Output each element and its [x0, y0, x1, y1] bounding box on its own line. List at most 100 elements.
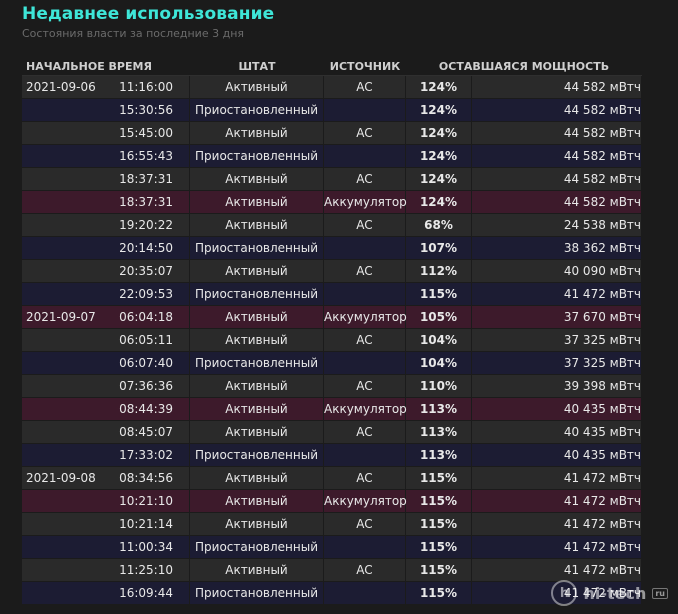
- capacity-cell: 40 435 мВтч: [472, 444, 643, 467]
- table-row: 11:25:10 Активный AC 115% 41 472 мВтч: [22, 559, 643, 582]
- watermark-badge: ru: [652, 587, 668, 599]
- capacity-cell: 41 472 мВтч: [472, 490, 643, 513]
- source-cell: AC: [324, 122, 406, 145]
- time-text: 11:25:10: [119, 563, 173, 577]
- capacity-cell: 44 582 мВтч: [472, 191, 643, 214]
- percent-cell: 115%: [406, 467, 472, 490]
- capacity-cell: 41 472 мВтч: [472, 559, 643, 582]
- capacity-cell: 41 472 мВтч: [472, 513, 643, 536]
- start-time-cell: 11:25:10: [22, 559, 190, 582]
- capacity-cell: 41 472 мВтч: [472, 467, 643, 490]
- column-header-source: ИСТОЧНИК: [324, 58, 406, 76]
- state-cell: Приостановленный: [190, 145, 324, 168]
- state-cell: Активный: [190, 122, 324, 145]
- start-time-cell: 16:55:43: [22, 145, 190, 168]
- percent-cell: 113%: [406, 444, 472, 467]
- table-row: 11:00:34 Приостановленный 115% 41 472 мВтч: [22, 536, 643, 559]
- state-cell: Активный: [190, 306, 324, 329]
- source-cell: AC: [324, 260, 406, 283]
- table-row: 16:55:43 Приостановленный 124% 44 582 мВтч: [22, 145, 643, 168]
- capacity-cell: 44 582 мВтч: [472, 145, 643, 168]
- table-header-row: НАЧАЛЬНОЕ ВРЕМЯ ШТАТ ИСТОЧНИК ОСТАВШАЯСЯ…: [22, 58, 643, 76]
- source-cell: [324, 145, 406, 168]
- percent-cell: 104%: [406, 329, 472, 352]
- state-cell: Активный: [190, 421, 324, 444]
- time-text: 20:14:50: [119, 241, 173, 255]
- state-cell: Приостановленный: [190, 99, 324, 122]
- date-text: 2021-09-08: [26, 471, 96, 485]
- source-cell: [324, 99, 406, 122]
- table-row: 20:14:50 Приостановленный 107% 38 362 мВтч: [22, 237, 643, 260]
- table-row: 2021-09-07 06:04:18 Активный Аккумулятор 105…: [22, 306, 643, 329]
- time-text: 06:07:40: [119, 356, 173, 370]
- state-cell: Активный: [190, 260, 324, 283]
- start-time-cell: 10:21:10: [22, 490, 190, 513]
- table-row: 18:37:31 Активный AC 124% 44 582 мВтч: [22, 168, 643, 191]
- state-cell: Активный: [190, 559, 324, 582]
- capacity-cell: 41 472 мВтч: [472, 283, 643, 306]
- state-cell: Активный: [190, 467, 324, 490]
- state-cell: Активный: [190, 214, 324, 237]
- column-header-remaining-capacity: ОСТАВШАЯСЯ МОЩНОСТЬ: [406, 58, 643, 76]
- source-cell: AC: [324, 421, 406, 444]
- percent-cell: 105%: [406, 306, 472, 329]
- capacity-cell: 37 325 мВтч: [472, 329, 643, 352]
- percent-cell: 110%: [406, 375, 472, 398]
- time-text: 22:09:53: [119, 287, 173, 301]
- table-row: 18:37:31 Активный Аккумулятор 124% 44 582 мВ…: [22, 191, 643, 214]
- date-text: 2021-09-06: [26, 80, 96, 94]
- start-time-cell: 06:07:40: [22, 352, 190, 375]
- source-cell: AC: [324, 168, 406, 191]
- start-time-cell: 18:37:31: [22, 191, 190, 214]
- table-body: 2021-09-06 11:16:00 Активный AC 124% 44 582 м…: [22, 76, 643, 605]
- percent-cell: 113%: [406, 421, 472, 444]
- percent-cell: 124%: [406, 191, 472, 214]
- start-time-cell: 19:20:22: [22, 214, 190, 237]
- time-text: 11:00:34: [119, 540, 173, 554]
- table-row: 10:21:14 Активный AC 115% 41 472 мВтч: [22, 513, 643, 536]
- source-cell: Аккумулятор: [324, 306, 407, 329]
- source-cell: Аккумулятор: [324, 398, 407, 421]
- percent-cell: 115%: [406, 283, 472, 306]
- watermark-text: hi-tech: [583, 583, 647, 603]
- time-text: 08:45:07: [119, 425, 173, 439]
- source-cell: AC: [324, 513, 406, 536]
- time-text: 15:30:56: [119, 103, 173, 117]
- state-cell: Активный: [190, 76, 324, 99]
- start-time-cell: 15:30:56: [22, 99, 190, 122]
- percent-cell: 104%: [406, 352, 472, 375]
- start-time-cell: 08:44:39: [22, 398, 190, 421]
- percent-cell: 115%: [406, 513, 472, 536]
- start-time-cell: 17:33:02: [22, 444, 190, 467]
- table-row: 19:20:22 Активный AC 68% 24 538 мВтч: [22, 214, 643, 237]
- percent-cell: 68%: [406, 214, 472, 237]
- date-text: 2021-09-07: [26, 310, 96, 324]
- start-time-cell: 16:09:44: [22, 582, 190, 605]
- percent-cell: 124%: [406, 145, 472, 168]
- capacity-cell: 44 582 мВтч: [472, 122, 643, 145]
- time-text: 11:16:00: [119, 80, 173, 94]
- page-subtitle: Состояния власти за последние 3 дня: [22, 27, 244, 40]
- time-text: 06:04:18: [119, 310, 173, 324]
- table-row: 15:45:00 Активный AC 124% 44 582 мВтч: [22, 122, 643, 145]
- state-cell: Приостановленный: [190, 444, 324, 467]
- capacity-cell: 39 398 мВтч: [472, 375, 643, 398]
- capacity-cell: 40 435 мВтч: [472, 398, 643, 421]
- capacity-cell: 37 325 мВтч: [472, 352, 643, 375]
- state-cell: Активный: [190, 375, 324, 398]
- percent-cell: 115%: [406, 559, 472, 582]
- percent-cell: 115%: [406, 536, 472, 559]
- state-cell: Активный: [190, 513, 324, 536]
- time-text: 19:20:22: [119, 218, 173, 232]
- time-text: 07:36:36: [119, 379, 173, 393]
- table-row: 17:33:02 Приостановленный 113% 40 435 мВтч: [22, 444, 643, 467]
- percent-cell: 124%: [406, 99, 472, 122]
- state-cell: Приостановленный: [190, 536, 324, 559]
- percent-cell: 124%: [406, 168, 472, 191]
- hi-tech-logo-icon: h: [551, 580, 578, 606]
- start-time-cell: 2021-09-07 06:04:18: [22, 306, 190, 329]
- capacity-cell: 41 472 мВтч: [472, 536, 643, 559]
- start-time-cell: 10:21:14: [22, 513, 190, 536]
- time-text: 10:21:10: [119, 494, 173, 508]
- table-row: 07:36:36 Активный AC 110% 39 398 мВтч: [22, 375, 643, 398]
